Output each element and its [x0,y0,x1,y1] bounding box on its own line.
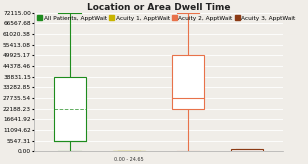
Bar [54,77,86,141]
Text: 0.00 - 24.65: 0.00 - 24.65 [114,157,144,162]
Bar [231,149,263,151]
Title: Location or Area Dwell Time: Location or Area Dwell Time [87,3,230,12]
Bar [172,55,204,109]
Legend: All Patients, ApptWait, Acuity 1, ApptWait, Acuity 2, ApptWait, Acuity 3, ApptWa: All Patients, ApptWait, Acuity 1, ApptWa… [37,15,296,20]
